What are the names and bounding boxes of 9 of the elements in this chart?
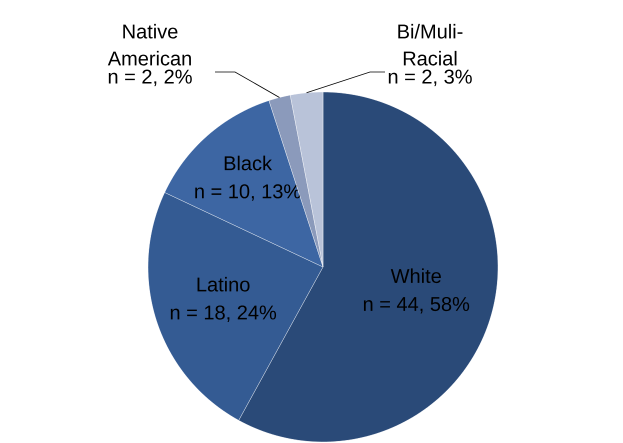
slice-label: Black (224, 156, 272, 170)
slice-label: White (390, 268, 441, 284)
data-label: n = 18, 24% (170, 305, 276, 322)
slice-label: Bi/Muli-Racial (398, 24, 462, 66)
data-label: n = 2, 3% (388, 70, 472, 86)
slice-label: Latino (198, 276, 250, 292)
slice-label: Native American (108, 24, 191, 66)
data-label: n = 44, 58% (364, 296, 470, 314)
data-label: n = 2, 2% (108, 70, 192, 86)
